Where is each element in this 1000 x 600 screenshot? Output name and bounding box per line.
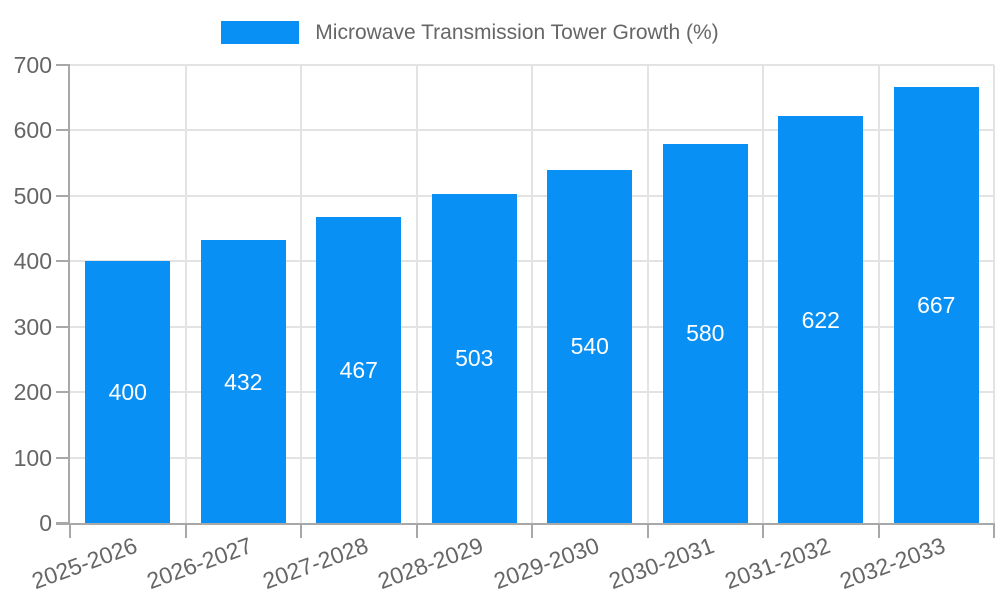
bar[interactable] [662, 143, 748, 523]
y-tick-label: 400 [13, 248, 52, 275]
y-tick-label: 600 [13, 117, 52, 144]
y-tick-mark [56, 325, 70, 328]
x-tick-mark [877, 523, 880, 538]
bar-value-label: 667 [917, 291, 956, 318]
x-tick-mark [646, 523, 649, 538]
bar-value-label: 467 [339, 357, 378, 384]
y-tick-label: 300 [13, 313, 52, 340]
y-tick-label: 500 [13, 182, 52, 209]
bar[interactable] [893, 86, 979, 523]
bar-value-label: 432 [224, 368, 263, 395]
x-tick-mark [415, 523, 418, 538]
x-tick-mark [531, 523, 533, 538]
gridline-vertical [877, 65, 880, 523]
gridline-vertical [184, 65, 187, 523]
bar[interactable] [316, 217, 402, 523]
chart-legend[interactable]: Microwave Transmission Tower Growth (%) [0, 21, 970, 44]
gridline-vertical [646, 65, 649, 523]
x-tick-mark [184, 523, 187, 538]
legend-label: Microwave Transmission Tower Growth (%) [315, 21, 719, 44]
y-tick-label: 200 [13, 379, 52, 406]
gridline-vertical [531, 65, 533, 523]
y-tick-label: 700 [13, 52, 52, 78]
bar-value-label: 400 [108, 379, 147, 406]
gridline-vertical [415, 65, 418, 523]
legend-swatch [221, 21, 300, 44]
bar-value-label: 580 [686, 320, 725, 347]
x-tick-mark [69, 523, 71, 538]
bar[interactable] [431, 193, 517, 523]
y-tick-label: 0 [39, 510, 52, 536]
y-tick-mark [56, 64, 70, 66]
bar[interactable] [85, 261, 171, 523]
bar-value-label: 540 [570, 333, 609, 360]
y-tick-mark [56, 260, 70, 263]
bar-value-label: 622 [801, 306, 840, 333]
bar[interactable] [200, 240, 286, 523]
y-tick-mark [56, 391, 70, 394]
bar[interactable] [547, 169, 633, 523]
x-tick-mark [993, 523, 995, 538]
x-axis-line [56, 523, 994, 525]
y-tick-mark [56, 456, 70, 459]
gridline-vertical [993, 65, 995, 523]
y-tick-mark [56, 522, 70, 524]
y-axis-line [68, 65, 70, 523]
y-tick-label: 100 [13, 444, 52, 471]
bar[interactable] [778, 116, 864, 523]
bar-value-label: 503 [455, 345, 494, 372]
x-tick-mark [762, 523, 764, 538]
gridline-vertical [762, 65, 764, 523]
y-tick-mark [56, 194, 70, 197]
gridline-vertical [300, 65, 302, 523]
x-tick-mark [300, 523, 302, 538]
y-tick-mark [56, 129, 70, 132]
